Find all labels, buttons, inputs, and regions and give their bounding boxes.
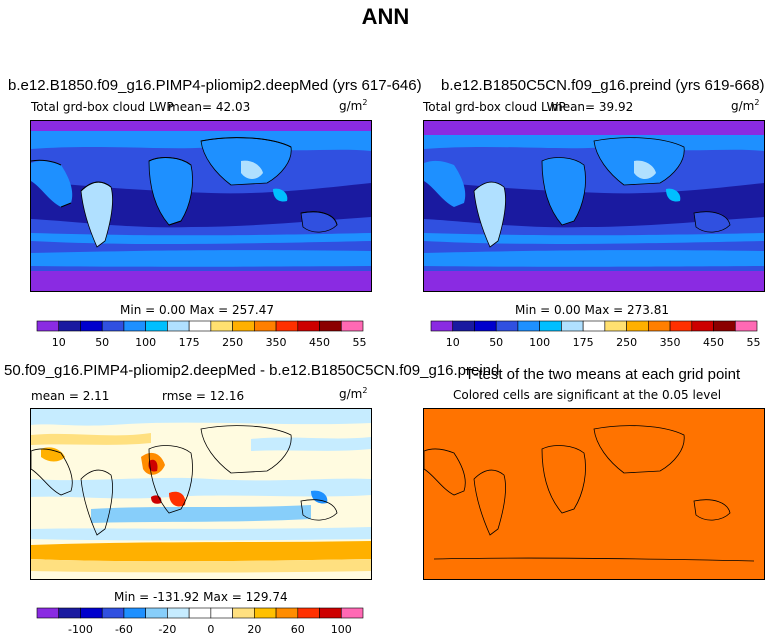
colorbar-tick-label: 10 [52, 336, 66, 349]
colorbar-swatch [582, 320, 606, 332]
colorbar-swatch [340, 320, 364, 332]
panel2-map [423, 120, 765, 292]
colorbar-swatch [561, 320, 584, 332]
panel2-variable-label: Total grd-box cloud LWP [423, 100, 566, 114]
colorbar-swatch [167, 607, 190, 619]
colorbar-tick-label: 350 [660, 336, 681, 349]
colorbar-swatch [319, 320, 342, 332]
colorbar-swatch [123, 320, 146, 332]
panel2-minmax: Min = 0.00 Max = 273.81 [515, 303, 669, 317]
colorbar-swatch [691, 320, 714, 332]
colorbar-swatch [626, 320, 649, 332]
colorbar-tick-label: 10 [446, 336, 460, 349]
colorbar-swatch [101, 320, 125, 332]
colorbar-swatch [36, 320, 60, 332]
colorbar-swatch [188, 607, 212, 619]
colorbar-swatch [517, 320, 540, 332]
colorbar-swatch [669, 320, 693, 332]
panel3-mean: mean = 2.11 [31, 389, 110, 403]
panel2-title: b.e12.B1850C5CN.f09_g16.preind (yrs 619-… [441, 77, 765, 94]
colorbar-tick-label: 250 [616, 336, 637, 349]
colorbar-swatch [210, 320, 233, 332]
colorbar-swatch [254, 320, 277, 332]
colorbar-tick-label: -60 [115, 623, 133, 636]
colorbar-swatch [188, 320, 212, 332]
colorbar-tick-label: 50 [489, 336, 503, 349]
colorbar-swatch [275, 607, 299, 619]
colorbar-swatch [232, 607, 255, 619]
colorbar-tick-label: 550 [747, 336, 761, 349]
colorbar-swatch [319, 607, 342, 619]
colorbar-swatch [167, 320, 190, 332]
colorbar-swatch [340, 607, 364, 619]
colorbar-tick-label: 175 [573, 336, 594, 349]
colorbar-swatch [58, 320, 81, 332]
colorbar-swatch [232, 320, 255, 332]
panel3-colorbar: -100 -60 -20 0 20 60 100 [36, 607, 364, 636]
colorbar-tick-label: 450 [703, 336, 724, 349]
colorbar-swatch [145, 607, 168, 619]
colorbar-swatch [604, 320, 627, 332]
colorbar-swatch [101, 607, 125, 619]
colorbar-swatch [539, 320, 562, 332]
panel1-colorbar: 10 50 100 175 250 350 450 550 [36, 320, 367, 349]
page-title: ANN [361, 4, 410, 29]
colorbar-swatch [713, 320, 736, 332]
colorbar-tick-label: 550 [353, 336, 367, 349]
colorbar-swatch [297, 607, 320, 619]
colorbar-swatch [80, 320, 103, 332]
panel1-units: g/m2 [339, 98, 368, 113]
colorbar-swatch [58, 607, 81, 619]
colorbar-tick-label: -20 [158, 623, 176, 636]
colorbar-tick-label: 60 [291, 623, 305, 636]
panel4-title: T-test of the two means at each grid poi… [465, 366, 741, 383]
panel1-mean: mean= 42.03 [168, 100, 251, 114]
colorbar-swatch [452, 320, 475, 332]
panel2-units: g/m2 [731, 98, 760, 113]
colorbar-swatch [275, 320, 299, 332]
panel2-mean: mean= 39.92 [551, 100, 634, 114]
colorbar-swatch [734, 320, 758, 332]
panel4-subtitle: Colored cells are significant at the 0.0… [453, 388, 722, 402]
colorbar-tick-label: 50 [95, 336, 109, 349]
panel3-map [30, 408, 372, 580]
colorbar-swatch [123, 607, 146, 619]
panel4-map [423, 408, 765, 580]
panel1-variable-label: Total grd-box cloud LWP [31, 100, 174, 114]
colorbar-tick-label: 0 [207, 623, 214, 636]
colorbar-swatch [145, 320, 168, 332]
panel3-units: g/m2 [339, 386, 368, 401]
colorbar-tick-label: 20 [247, 623, 261, 636]
colorbar-swatch [36, 607, 60, 619]
colorbar-tick-label: 100 [529, 336, 550, 349]
colorbar-tick-label: 450 [309, 336, 330, 349]
panel2-colorbar: 10 50 100 175 250 350 450 550 [430, 320, 761, 349]
colorbar-tick-label: 100 [135, 336, 156, 349]
colorbar-swatch [80, 607, 103, 619]
colorbar-swatch [648, 320, 671, 332]
colorbar-swatch [210, 607, 233, 619]
panel3-rmse: rmse = 12.16 [162, 389, 245, 403]
colorbar-tick-label: -100 [68, 623, 93, 636]
colorbar-tick-label: 175 [179, 336, 200, 349]
colorbar-tick-label: 350 [266, 336, 287, 349]
colorbar-swatch [495, 320, 519, 332]
colorbar-tick-label: 100 [331, 623, 352, 636]
colorbar-tick-label: 250 [222, 336, 243, 349]
panel3-title: 50.f09_g16.PIMP4-pliomip2.deepMed - b.e1… [4, 362, 500, 379]
colorbar-swatch [430, 320, 454, 332]
colorbar-swatch [474, 320, 497, 332]
panel3-minmax: Min = -131.92 Max = 129.74 [114, 590, 288, 604]
colorbar-swatch [254, 607, 277, 619]
panel1-map [30, 120, 372, 292]
panel1-title: b.e12.B1850.f09_g16.PIMP4-pliomip2.deepM… [8, 77, 422, 94]
panel1-minmax: Min = 0.00 Max = 257.47 [120, 303, 274, 317]
colorbar-swatch [297, 320, 320, 332]
